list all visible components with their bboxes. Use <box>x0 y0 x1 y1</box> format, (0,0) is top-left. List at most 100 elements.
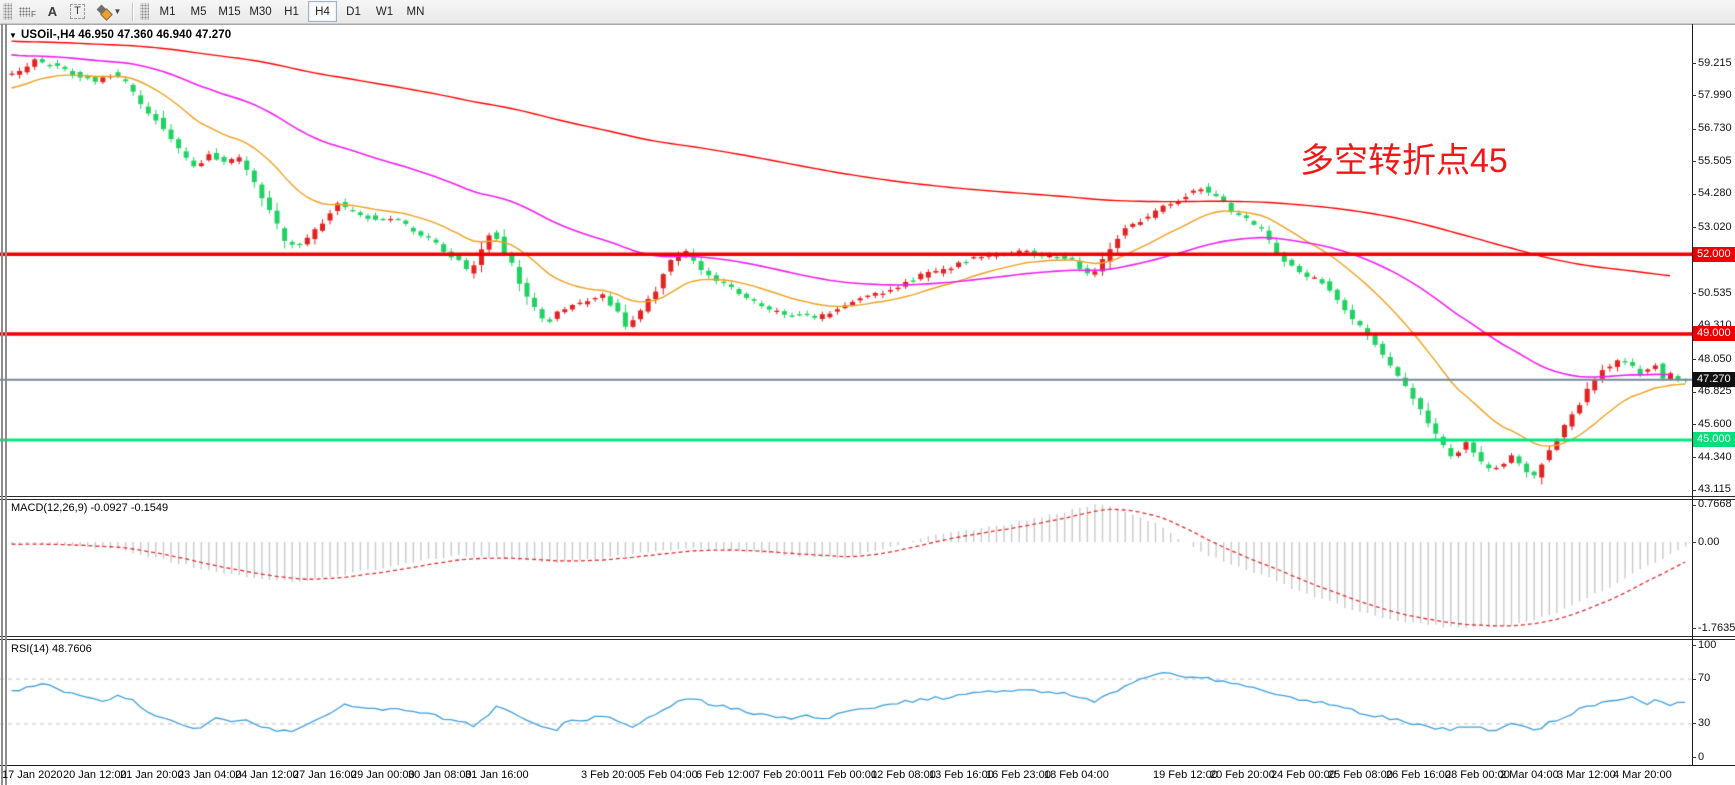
rsi-axis-tick-mark <box>1692 757 1696 758</box>
macd-axis-tick: 0.00 <box>1698 536 1720 548</box>
macd-indicator-canvas[interactable] <box>0 501 1692 637</box>
rsi-axis-tick-mark <box>1692 723 1696 724</box>
rsi-label: RSI(14) 48.7606 <box>11 643 92 655</box>
rsi-indicator-canvas[interactable] <box>0 641 1692 766</box>
price-axis-tick: 56.730 <box>1698 122 1732 134</box>
time-axis-label: 16 Feb 23:00 <box>986 769 1051 781</box>
time-axis-label: 17 Jan 2020 <box>2 769 63 781</box>
price-axis-tick: 44.340 <box>1698 451 1732 463</box>
rsi-axis-tick-mark <box>1692 645 1696 646</box>
macd-axis-tick-mark <box>1692 542 1696 543</box>
chart-left-border <box>5 24 7 785</box>
price-axis-tick-mark <box>1692 95 1696 96</box>
time-axis-label: 30 Jan 08:00 <box>408 769 472 781</box>
time-axis-label: 31 Jan 16:00 <box>465 769 529 781</box>
dotted-grid-icon <box>19 6 31 17</box>
time-axis-label: 3 Mar 12:00 <box>1557 769 1616 781</box>
time-axis-label: 12 Feb 08:00 <box>871 769 936 781</box>
time-axis-label: 29 Jan 00:00 <box>351 769 415 781</box>
time-axis-label: 27 Jan 16:00 <box>293 769 357 781</box>
text-label-button[interactable]: T <box>66 2 89 22</box>
price-axis-tick-mark <box>1692 359 1696 360</box>
letter-a-icon: A <box>47 4 58 19</box>
symbols-grid-button[interactable]: F <box>16 2 39 22</box>
timeframe-button-M30[interactable]: M30 <box>249 5 272 18</box>
toolbar-drag-handle[interactable] <box>3 3 12 20</box>
window-left-edge <box>1 24 3 785</box>
time-axis-label: 26 Feb 16:00 <box>1386 769 1451 781</box>
boxed-t-icon: T <box>70 4 85 19</box>
timeframe-button-H1[interactable]: H1 <box>284 5 299 18</box>
toolbar-separator <box>132 2 133 21</box>
timeframe-button-H4[interactable]: H4 <box>308 1 337 22</box>
price-tag-49.000: 49.000 <box>1693 326 1735 341</box>
price-axis-tick-mark <box>1692 227 1696 228</box>
timeframe-button-M1[interactable]: M1 <box>159 5 176 18</box>
rsi-axis-tick: 30 <box>1698 717 1711 729</box>
time-axis-label: 3 Feb 20:00 <box>581 769 640 781</box>
time-axis-label: 20 Jan 12:00 <box>63 769 127 781</box>
chevron-down-icon: ▼ <box>113 7 122 16</box>
rsi-axis-tick: 70 <box>1698 672 1711 684</box>
rsi-axis-tick-mark <box>1692 679 1696 680</box>
chinese-annotation-text: 多空转折点45 <box>1300 142 1508 180</box>
timeframe-button-MN[interactable]: MN <box>406 5 425 18</box>
price-axis-tick-mark <box>1692 161 1696 162</box>
macd-axis-tick-mark <box>1692 505 1696 506</box>
time-axis-label: 5 Feb 04:00 <box>639 769 698 781</box>
timeframe-button-W1[interactable]: W1 <box>375 5 394 18</box>
chart-bottom-border <box>0 765 1735 766</box>
price-tag-47.270: 47.270 <box>1693 372 1735 387</box>
time-axis-label: 7 Feb 20:00 <box>754 769 813 781</box>
price-chart-canvas[interactable] <box>0 24 1692 497</box>
price-axis-tick: 43.115 <box>1698 483 1731 495</box>
price-axis-divider[interactable] <box>1692 24 1693 766</box>
styles-diamond-icon <box>96 4 113 21</box>
price-axis-tick: 54.280 <box>1698 187 1732 199</box>
price-axis-tick: 50.535 <box>1698 287 1732 299</box>
price-axis-tick: 48.050 <box>1698 353 1732 365</box>
time-axis-label: 11 Feb 00:00 <box>813 769 878 781</box>
chart-title: ▼ USOil-,H4 46.950 47.360 46.940 47.270 <box>9 29 231 41</box>
timeframe-button-D1[interactable]: D1 <box>346 5 361 18</box>
macd-axis-tick-mark <box>1692 628 1696 629</box>
price-axis-tick: 59.215 <box>1698 57 1732 69</box>
time-axis-label: 13 Feb 16:00 <box>929 769 994 781</box>
timeframe-drag-handle[interactable] <box>140 3 149 20</box>
chart-styles-button[interactable]: ▼ <box>91 2 127 22</box>
symbol-ohlc-text: USOil-,H4 46.950 47.360 46.940 47.270 <box>21 29 232 41</box>
timeframe-button-M15[interactable]: M15 <box>218 5 241 18</box>
timeframe-button-group: M1 M5 M15 M30 H1 H4 D1 W1 MN <box>152 1 431 22</box>
arrow-text-button[interactable]: A <box>41 2 64 22</box>
macd-axis-tick: -1.7635 <box>1698 622 1735 634</box>
symbol-dropdown-icon[interactable]: ▼ <box>9 30 18 40</box>
rsi-panel-splitter[interactable] <box>0 636 1735 640</box>
chart-top-border <box>0 24 1735 25</box>
price-axis-tick-mark <box>1692 490 1696 491</box>
price-axis-tick: 46.825 <box>1698 385 1732 397</box>
price-axis-tick: 55.505 <box>1698 155 1732 167</box>
price-axis-tick: 45.600 <box>1698 418 1732 430</box>
time-axis-label: 23 Jan 04:00 <box>178 769 242 781</box>
time-axis-label: 6 Feb 12:00 <box>696 769 755 781</box>
price-axis-tick-mark <box>1692 63 1696 64</box>
time-axis-label: 4 Mar 20:00 <box>1613 769 1672 781</box>
time-axis-label: 25 Feb 08:00 <box>1328 769 1393 781</box>
time-axis-label: 21 Jan 20:00 <box>120 769 184 781</box>
price-axis-tick-mark <box>1692 424 1696 425</box>
price-axis-tick-mark <box>1692 129 1696 130</box>
timeframe-button-M5[interactable]: M5 <box>190 5 207 18</box>
macd-panel-splitter[interactable] <box>0 496 1735 500</box>
time-axis-label: 19 Feb 12:00 <box>1153 769 1218 781</box>
time-axis-label: 24 Feb 00:00 <box>1271 769 1336 781</box>
price-axis-tick: 53.020 <box>1698 221 1732 233</box>
time-axis-label: 28 Feb 00:00 <box>1445 769 1510 781</box>
price-tag-52.000: 52.000 <box>1693 247 1735 262</box>
toolbar: F A T ▼ M1 M5 M15 M30 H1 H4 D1 W1 MN <box>0 0 1735 24</box>
price-axis-tick: 57.990 <box>1698 89 1732 101</box>
price-axis-tick-mark <box>1692 194 1696 195</box>
price-axis-tick-mark <box>1692 392 1696 393</box>
rsi-axis-tick: 100 <box>1698 639 1717 651</box>
time-axis-label: 18 Feb 04:00 <box>1044 769 1109 781</box>
